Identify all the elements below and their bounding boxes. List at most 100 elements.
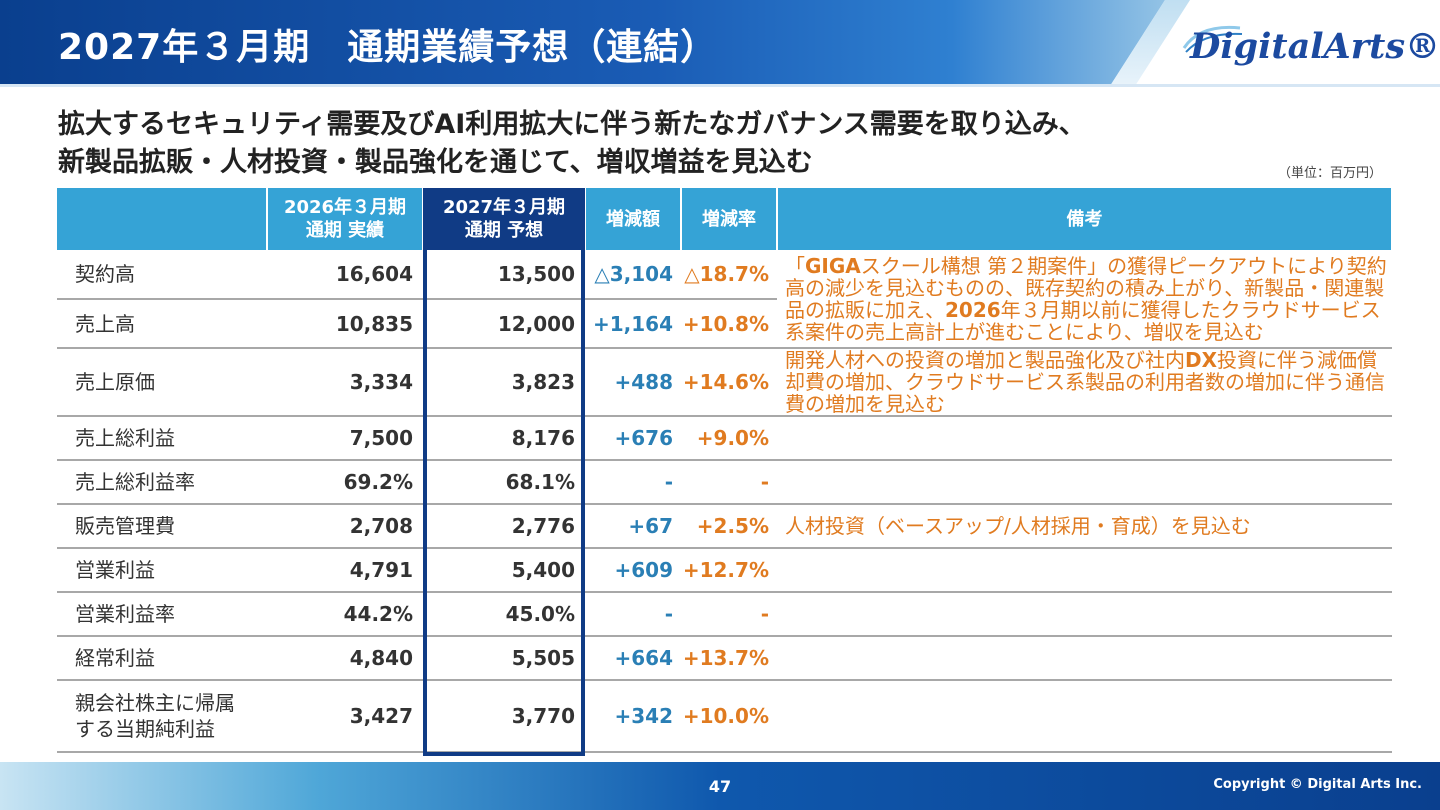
table-header-row: 2026年３月期 通期 実績 2027年３月期 通期 予想 増減額 増減率 備考 xyxy=(57,188,1393,250)
rate-value: - xyxy=(681,460,777,505)
rate-value: +12.7% xyxy=(681,548,777,593)
row-label: 売上高 xyxy=(57,299,267,349)
prev-value: 69.2% xyxy=(267,460,423,505)
rate-value: +2.5% xyxy=(681,504,777,549)
prev-value: 7,500 xyxy=(267,416,423,461)
headline-line-2: 新製品拡販・人材投資・製品強化を通じて、増収増益を見込む xyxy=(58,147,813,178)
table-row: 親会社株主に帰属 する当期純利益 3,427 3,770 +342 +10.0% xyxy=(57,680,1392,753)
header-change: 増減額 xyxy=(585,188,682,250)
page-number: 47 xyxy=(708,777,732,796)
header-prev-line-2: 通期 実績 xyxy=(305,220,385,241)
rate-value: +9.0% xyxy=(681,416,777,461)
forecast-value: 5,400 xyxy=(423,548,585,593)
page-title: 2027年３月期 通期業績予想（連結） xyxy=(58,27,718,68)
note-cost: 開発人材への投資の増加と製品強化及び社内DX投資に伴う減価償却費の増加、クラウド… xyxy=(777,348,1392,417)
table-row: 売上総利益 7,500 8,176 +676 +9.0% xyxy=(57,416,1392,461)
note-revenue: 「GIGAスクール構想 第２期案件」の獲得ピークアウトにより契約高の減少を見込む… xyxy=(777,250,1392,349)
forecast-value: 13,500 xyxy=(423,250,585,300)
note-empty xyxy=(777,548,1392,593)
table-row: 契約高 16,604 13,500 △3,104 △18.7% 「GIGAスクー… xyxy=(57,250,1392,349)
row-label: 営業利益 xyxy=(57,548,267,593)
row-label: 親会社株主に帰属 する当期純利益 xyxy=(57,680,267,753)
forecast-value: 3,823 xyxy=(423,348,585,417)
row-label-line-2: する当期純利益 xyxy=(75,717,215,741)
table-row: 売上高 10,835 12,000 +1,164 +10.8% xyxy=(57,299,1392,349)
note-empty xyxy=(777,636,1392,681)
digital-arts-logo-icon xyxy=(1182,25,1243,53)
rate-value: +10.8% xyxy=(681,299,777,349)
forecast-value: 12,000 xyxy=(423,299,585,349)
header-item xyxy=(57,188,268,250)
change-value: +488 xyxy=(585,348,681,417)
row-label: 営業利益率 xyxy=(57,592,267,637)
note-text: スクール構想 第２期案件」の獲得ピークアウトにより契約高の減少を見込むものの、既… xyxy=(785,253,1387,322)
change-value: +1,164 xyxy=(585,299,681,349)
prev-value: 2,708 xyxy=(267,504,423,549)
rate-value: △18.7% xyxy=(681,250,777,300)
prev-value: 4,791 xyxy=(267,548,423,593)
forecast-value: 5,505 xyxy=(423,636,585,681)
table-row: 販売管理費 2,708 2,776 +67 +2.5% 人材投資（ベースアップ/… xyxy=(57,504,1392,549)
forecast-value: 3,770 xyxy=(423,680,585,753)
prev-value: 10,835 xyxy=(267,299,423,349)
prev-value: 3,334 xyxy=(267,348,423,417)
change-value: +676 xyxy=(585,416,681,461)
note-text: 「 xyxy=(785,253,805,278)
rate-value: - xyxy=(681,592,777,637)
note-text: 投資に伴う減価償却費の増加、クラウドサービス系製品の利用者数の増加に伴う通信費の… xyxy=(785,348,1385,416)
rate-value: +13.7% xyxy=(681,636,777,681)
table-row: 売上総利益率 69.2% 68.1% - - xyxy=(57,460,1392,505)
prev-value: 3,427 xyxy=(267,680,423,753)
header-forecast: 2027年３月期 通期 予想 xyxy=(423,188,586,250)
prev-value: 44.2% xyxy=(267,592,423,637)
note-empty xyxy=(777,680,1392,753)
forecast-value: 68.1% xyxy=(423,460,585,505)
header-prev-line-1: 2026年３月期 xyxy=(283,197,407,218)
row-label: 契約高 xyxy=(57,250,267,300)
forecast-table: 2026年３月期 通期 実績 2027年３月期 通期 予想 増減額 増減率 備考… xyxy=(57,188,1393,753)
table-row: 売上原価 3,334 3,823 +488 +14.6% 開発人材への投資の増加… xyxy=(57,348,1392,417)
note-empty xyxy=(777,592,1392,637)
header-banner xyxy=(0,0,1165,86)
table-row: 営業利益率 44.2% 45.0% - - xyxy=(57,592,1392,637)
change-value: +342 xyxy=(585,680,681,753)
rate-value: +14.6% xyxy=(681,348,777,417)
note-sga: 人材投資（ベースアップ/人材採用・育成）を見込む xyxy=(777,504,1392,549)
header-forecast-line-1: 2027年３月期 xyxy=(442,197,566,218)
change-value: △3,104 xyxy=(585,250,681,300)
row-label: 販売管理費 xyxy=(57,504,267,549)
header-forecast-line-2: 通期 予想 xyxy=(464,220,544,241)
note-empty xyxy=(777,460,1392,505)
header-rate: 増減率 xyxy=(681,188,778,250)
change-value: +67 xyxy=(585,504,681,549)
change-value: - xyxy=(585,460,681,505)
row-label: 売上原価 xyxy=(57,348,267,417)
row-label: 売上総利益率 xyxy=(57,460,267,505)
rate-value: +10.0% xyxy=(681,680,777,753)
header-notes: 備考 xyxy=(777,188,1393,250)
header-prev-actual: 2026年３月期 通期 実績 xyxy=(267,188,424,250)
unit-note: （単位：百万円） xyxy=(1278,166,1383,181)
headline-line-1: 拡大するセキュリティ需要及びAI利用拡大に伴う新たなガバナンス需要を取り込み、 xyxy=(58,109,1086,140)
change-value: +609 xyxy=(585,548,681,593)
prev-value: 4,840 xyxy=(267,636,423,681)
note-text: 年３月期以前に獲得したクラウドサービス系案件の売上高計上が進むことにより、増収を… xyxy=(785,297,1381,344)
row-label: 売上総利益 xyxy=(57,416,267,461)
header-divider xyxy=(0,84,1440,87)
change-value: - xyxy=(585,592,681,637)
headline: 拡大するセキュリティ需要及びAI利用拡大に伴う新たなガバナンス需要を取り込み、 … xyxy=(58,106,1086,182)
note-text-bold: DX xyxy=(1185,348,1218,372)
note-empty xyxy=(777,416,1392,461)
forecast-value: 45.0% xyxy=(423,592,585,637)
table-row: 経常利益 4,840 5,505 +664 +13.7% xyxy=(57,636,1392,681)
note-text-bold: 2026 xyxy=(945,297,1001,322)
copyright: Copyright © Digital Arts Inc. xyxy=(1213,777,1422,792)
logo-text: DigitalArts® xyxy=(1190,26,1440,67)
forecast-value: 8,176 xyxy=(423,416,585,461)
row-label-line-1: 親会社株主に帰属 xyxy=(75,691,235,715)
prev-value: 16,604 xyxy=(267,250,423,300)
note-text: 開発人材への投資の増加と製品強化及び社内 xyxy=(785,348,1185,372)
table-row: 営業利益 4,791 5,400 +609 +12.7% xyxy=(57,548,1392,593)
change-value: +664 xyxy=(585,636,681,681)
footer-bar xyxy=(0,762,1440,810)
